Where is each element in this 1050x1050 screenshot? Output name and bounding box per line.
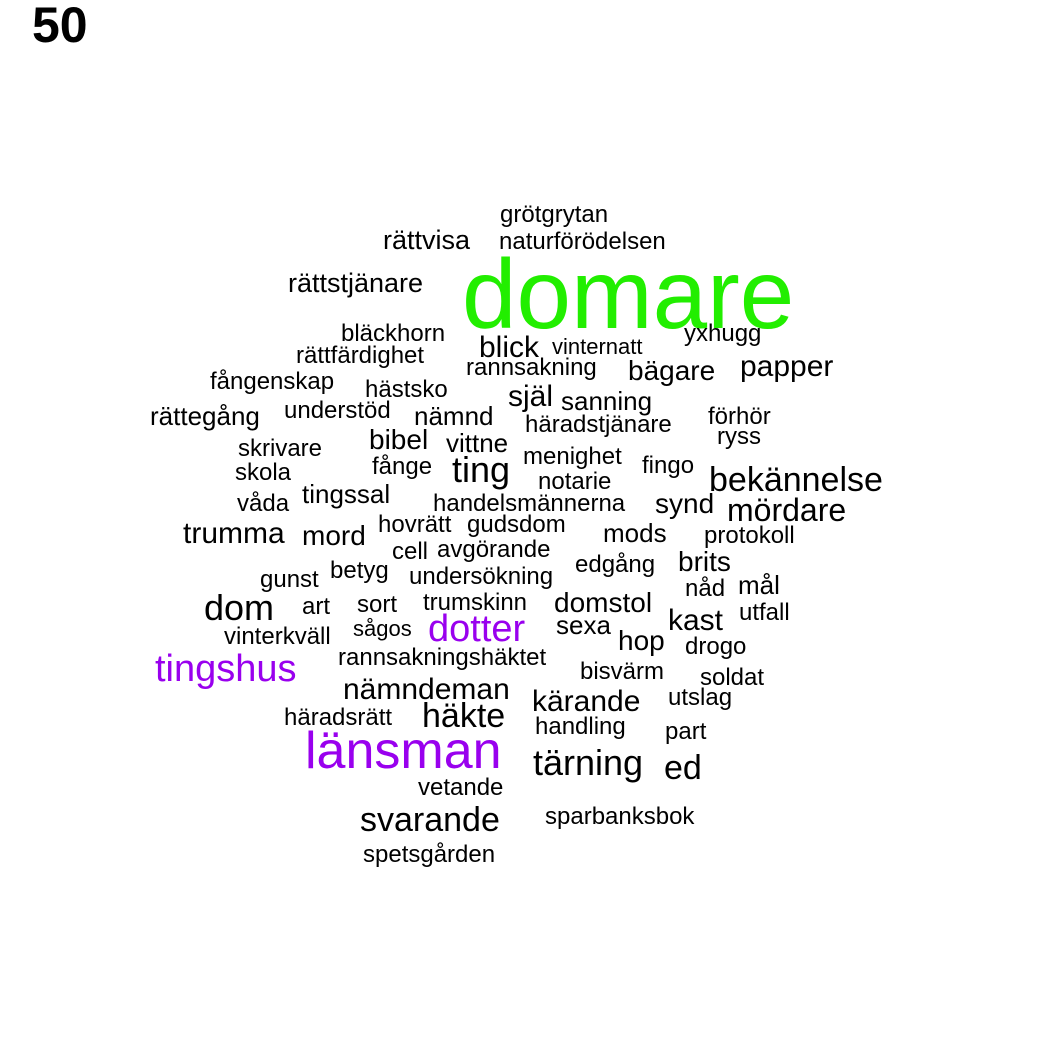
cloud-word: cell [392,538,429,565]
cloud-word: kast [668,604,724,637]
cloud-word: vittne [446,428,509,458]
cloud-word: grötgrytan [500,201,609,228]
cloud-word: våda [237,490,290,517]
cloud-word: skola [235,459,292,486]
cloud-word: papper [740,350,834,383]
cloud-word: avgörande [437,536,551,563]
cloud-word: nämnd [414,401,494,431]
cloud-word: naturförödelsen [499,228,666,255]
cloud-word: mods [603,518,667,548]
cloud-word: sparbanksbok [545,803,695,830]
cloud-word: rättvisa [383,225,471,255]
cloud-word: fångenskap [210,368,335,395]
cloud-word: svarande [360,801,500,839]
cloud-word: hästsko [365,376,448,403]
cloud-word: vinterkväll [224,623,331,650]
cloud-word: art [302,593,331,620]
cloud-word: hop [618,625,665,656]
cloud-word: nämndeman [343,673,510,706]
cloud-word: häradstjänare [525,411,672,438]
cloud-word: notarie [538,468,612,495]
cloud-word: undersökning [409,563,554,590]
cloud-word: yxhugg [684,320,762,347]
cloud-word: rannsakning [466,354,597,381]
cloud-word: gudsdom [467,511,566,538]
cloud-word: domare [462,239,795,349]
cloud-word: menighet [523,443,622,470]
cloud-word: bisvärm [580,658,665,685]
cloud-word: tingssal [302,479,391,509]
cloud-word: brits [678,546,731,577]
cloud-word: handling [535,713,626,740]
cloud-word: part [665,718,707,745]
cloud-word: dom [204,587,275,628]
cloud-word: synd [655,488,715,519]
cloud-word: bläckhorn [341,320,446,347]
cloud-word: själ [508,380,554,413]
cloud-word: häradsrätt [284,704,393,731]
cloud-word: spetsgården [363,841,496,868]
cloud-word: mördare [727,492,847,528]
cloud-word: trumma [183,517,285,550]
cloud-word: mål [738,570,780,600]
cloud-word: dotter [428,608,526,650]
cloud-word: nåd [685,575,726,602]
cloud-word: sort [357,591,398,618]
cloud-word: gunst [260,566,319,593]
cloud-word: ryss [717,423,761,450]
cloud-word: drogo [685,633,747,660]
cloud-word: bägare [628,355,716,386]
cloud-word: rättegång [150,401,260,431]
cloud-word: protokoll [704,522,795,549]
cloud-word: edgång [575,551,656,578]
cloud-word: domstol [554,587,653,618]
cloud-word: soldat [700,664,765,691]
cloud-word: utfall [739,599,790,626]
cloud-word: fånge [372,453,433,480]
cloud-word: häkte [422,697,506,735]
cloud-word: sanning [561,386,653,416]
cloud-word: rättfärdighet [296,342,425,369]
cloud-word: hovrätt [378,511,452,538]
cloud-word: rannsakningshäktet [338,644,547,671]
figure-label: 50 [32,0,88,53]
cloud-word: trumskinn [423,589,528,616]
cloud-word: sexa [556,610,611,640]
cloud-word: tingshus [155,648,297,690]
cloud-word: skrivare [238,435,323,462]
cloud-word: vinternatt [552,334,643,359]
cloud-word: ed [664,749,702,787]
cloud-word: ting [452,449,511,490]
cloud-word: tärning [533,742,644,783]
cloud-word: betyg [330,557,389,584]
cloud-word: sågos [353,616,412,641]
cloud-word: vetande [418,774,504,801]
cloud-word: länsman [305,722,502,780]
cloud-word: bibel [369,424,429,455]
cloud-word: handelsmännerna [433,490,626,517]
cloud-word: förhör [708,403,771,430]
cloud-word: mord [302,520,366,551]
cloud-word: understöd [284,397,391,424]
cloud-word: rättstjänare [288,268,424,298]
cloud-word: fingo [642,452,695,479]
cloud-word: blick [479,331,540,364]
cloud-word: kärande [532,685,641,718]
cloud-word: bekännelse [709,461,883,499]
cloud-word: utslag [668,684,733,711]
